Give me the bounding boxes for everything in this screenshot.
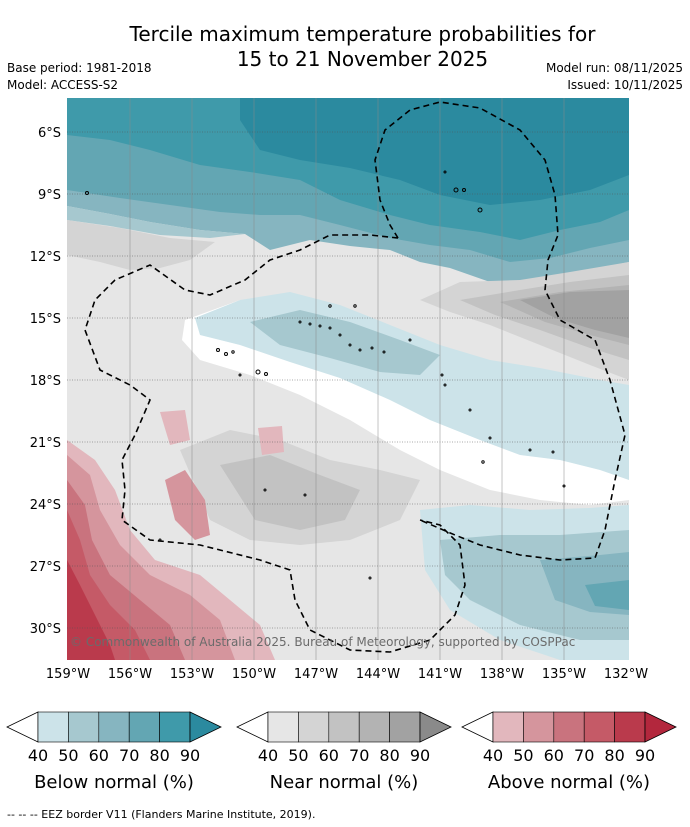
- meta-left: Base period: 1981-2018 Model: ACCESS-S2: [7, 60, 152, 94]
- legend-tick-label: 70: [119, 746, 139, 765]
- above-normal-patch-c: [258, 426, 284, 455]
- legend-color-segment: [358, 711, 390, 743]
- legend-tick-label: 90: [410, 746, 430, 765]
- meta-right: Model run: 08/11/2025 Issued: 10/11/2025: [546, 60, 683, 94]
- lon-label: 135°W: [542, 667, 586, 682]
- lat-label: 30°S: [30, 622, 61, 637]
- legend-color-segment: [523, 711, 555, 743]
- near-normal-80-patch-east: [520, 290, 629, 338]
- legend-under-triangle: [6, 711, 39, 743]
- legend-tick-label: 40: [483, 746, 503, 765]
- legend-color-segment: [583, 711, 615, 743]
- lat-label: 18°S: [30, 374, 61, 389]
- lon-label: 141°W: [418, 667, 462, 682]
- legend-0: 40 50 60 70 80 90 Below normal (%): [6, 711, 222, 793]
- below-normal-central-50: [250, 310, 440, 375]
- base-period: Base period: 1981-2018: [7, 61, 152, 75]
- latitude-labels: 6°S 9°S 12°S 15°S 18°S 21°S 24°S 27°S 30…: [30, 126, 61, 637]
- legend-tick-label: 80: [604, 746, 624, 765]
- lon-label: 156°W: [108, 667, 152, 682]
- lat-label: 6°S: [38, 126, 61, 141]
- legend-tick-label: 80: [149, 746, 169, 765]
- lon-label: 153°W: [170, 667, 214, 682]
- legend-title: Near normal (%): [270, 772, 419, 793]
- below-normal-north-50: [67, 206, 245, 238]
- legend-tick-label: 60: [89, 746, 109, 765]
- legend-tick-label: 80: [379, 746, 399, 765]
- legend-color-segment: [68, 711, 100, 743]
- legend-tick-label: 90: [635, 746, 655, 765]
- legend-tick-label: 70: [574, 746, 594, 765]
- legend-tick-label: 50: [58, 746, 78, 765]
- lon-label: 144°W: [356, 667, 400, 682]
- legend-tick-label: 60: [544, 746, 564, 765]
- legend-1: 40 50 60 70 80 90 Near normal (%): [236, 711, 452, 793]
- map-title: Tercile maximum temperature probabilitie…: [0, 22, 690, 72]
- islands: [85, 170, 566, 580]
- model-run: Model run: 08/11/2025: [545, 61, 683, 75]
- eez-borders: [84, 101, 626, 653]
- legend-tick-label: 60: [319, 746, 339, 765]
- lat-label: 15°S: [30, 312, 61, 327]
- eez-border-central: [84, 234, 466, 653]
- grid-lines: [67, 131, 629, 629]
- legend-color-segment: [492, 711, 524, 743]
- legend-color-segment: [267, 711, 299, 743]
- above-normal-patch-b: [160, 410, 190, 445]
- legend-tick-label: 90: [180, 746, 200, 765]
- below-normal-south-70: [585, 580, 629, 610]
- legend-2: 40 50 60 70 80 90 Above normal (%): [461, 711, 677, 793]
- lat-label: 27°S: [30, 560, 61, 575]
- eez-footnote: -- -- -- EEZ border V11 (Flanders Marine…: [7, 808, 316, 821]
- lat-label: 24°S: [30, 498, 61, 513]
- lat-label: 12°S: [30, 250, 61, 265]
- title-line-1: Tercile maximum temperature probabilitie…: [129, 22, 596, 46]
- title-line-2: 15 to 21 November 2025: [236, 47, 489, 71]
- below-normal-north-90: [240, 98, 629, 205]
- copyright-notice: © Commonwealth of Australia 2025. Bureau…: [70, 635, 575, 649]
- legend-under-triangle: [461, 711, 494, 743]
- lat-label: 21°S: [30, 436, 61, 451]
- lon-label: 150°W: [232, 667, 276, 682]
- legend-color-segment: [37, 711, 69, 743]
- legend-over-triangle: [644, 711, 677, 743]
- lon-label: 132°W: [604, 667, 648, 682]
- model-name: Model: ACCESS-S2: [7, 78, 119, 92]
- legend-tick-label: 70: [349, 746, 369, 765]
- legend-tick-label: 50: [513, 746, 533, 765]
- longitude-labels: 159°W 156°W 153°W 150°W 147°W 144°W 141°…: [46, 667, 648, 682]
- lon-label: 138°W: [480, 667, 524, 682]
- eez-border-east: [374, 101, 626, 561]
- legend-color-segment: [389, 711, 421, 743]
- near-normal-50-patch-west: [67, 220, 215, 270]
- legend-color-segment: [614, 711, 646, 743]
- legend-color-segment: [328, 711, 360, 743]
- legend-color-segment: [298, 711, 330, 743]
- legend-color-segment: [128, 711, 160, 743]
- meridian-lines: [129, 98, 565, 660]
- legend-over-triangle: [189, 711, 222, 743]
- legends: 40 50 60 70 80 90 Below normal (%) 40 50 60 70 80 90…: [6, 711, 677, 793]
- near-normal-60-patch-central: [220, 455, 360, 530]
- legend-color-segment: [98, 711, 130, 743]
- lon-label: 147°W: [294, 667, 338, 682]
- legend-title: Below normal (%): [34, 772, 194, 793]
- issued-date: Issued: 10/11/2025: [567, 78, 683, 92]
- legend-color-segment: [553, 711, 585, 743]
- above-normal-patch-a: [165, 470, 210, 540]
- lat-label: 9°S: [38, 188, 61, 203]
- legend-over-triangle: [419, 711, 452, 743]
- legend-tick-label: 40: [258, 746, 278, 765]
- legend-title: Above normal (%): [488, 772, 650, 793]
- legend-under-triangle: [236, 711, 269, 743]
- legend-color-segment: [159, 711, 191, 743]
- legend-tick-label: 50: [288, 746, 308, 765]
- above-normal-sw-80: [67, 560, 115, 660]
- probability-map: [67, 98, 629, 660]
- lon-label: 159°W: [46, 667, 90, 682]
- legend-tick-label: 40: [28, 746, 48, 765]
